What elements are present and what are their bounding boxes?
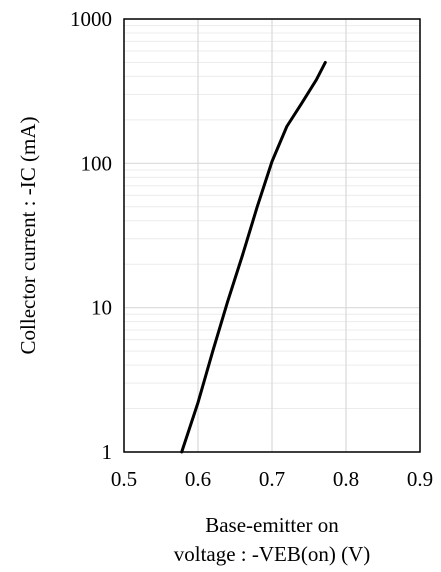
y-tick-label: 100 bbox=[81, 151, 113, 175]
x-tick-label: 0.8 bbox=[333, 467, 359, 491]
y-tick-label: 10 bbox=[91, 296, 112, 320]
y-tick-label: 1 bbox=[102, 440, 113, 464]
y-tick-label: 1000 bbox=[70, 7, 112, 31]
tick-labels: 0.5 0.6 0.7 0.8 0.9 1 10 100 1000 bbox=[70, 7, 433, 491]
x-tick-label: 0.9 bbox=[407, 467, 433, 491]
x-tick-label: 0.7 bbox=[259, 467, 285, 491]
grid bbox=[123, 18, 421, 453]
x-tick-label: 0.6 bbox=[185, 467, 211, 491]
y-axis-title: Collector current : -IC (mA) bbox=[16, 117, 40, 355]
series-layer bbox=[180, 60, 327, 454]
x-tick-label: 0.5 bbox=[111, 467, 137, 491]
plot-frame bbox=[123, 18, 421, 453]
x-axis-title-line-2: voltage : -VEB(on) (V) bbox=[174, 542, 371, 566]
x-axis-title-line-1: Base-emitter on bbox=[205, 513, 339, 537]
series-line bbox=[180, 60, 327, 454]
